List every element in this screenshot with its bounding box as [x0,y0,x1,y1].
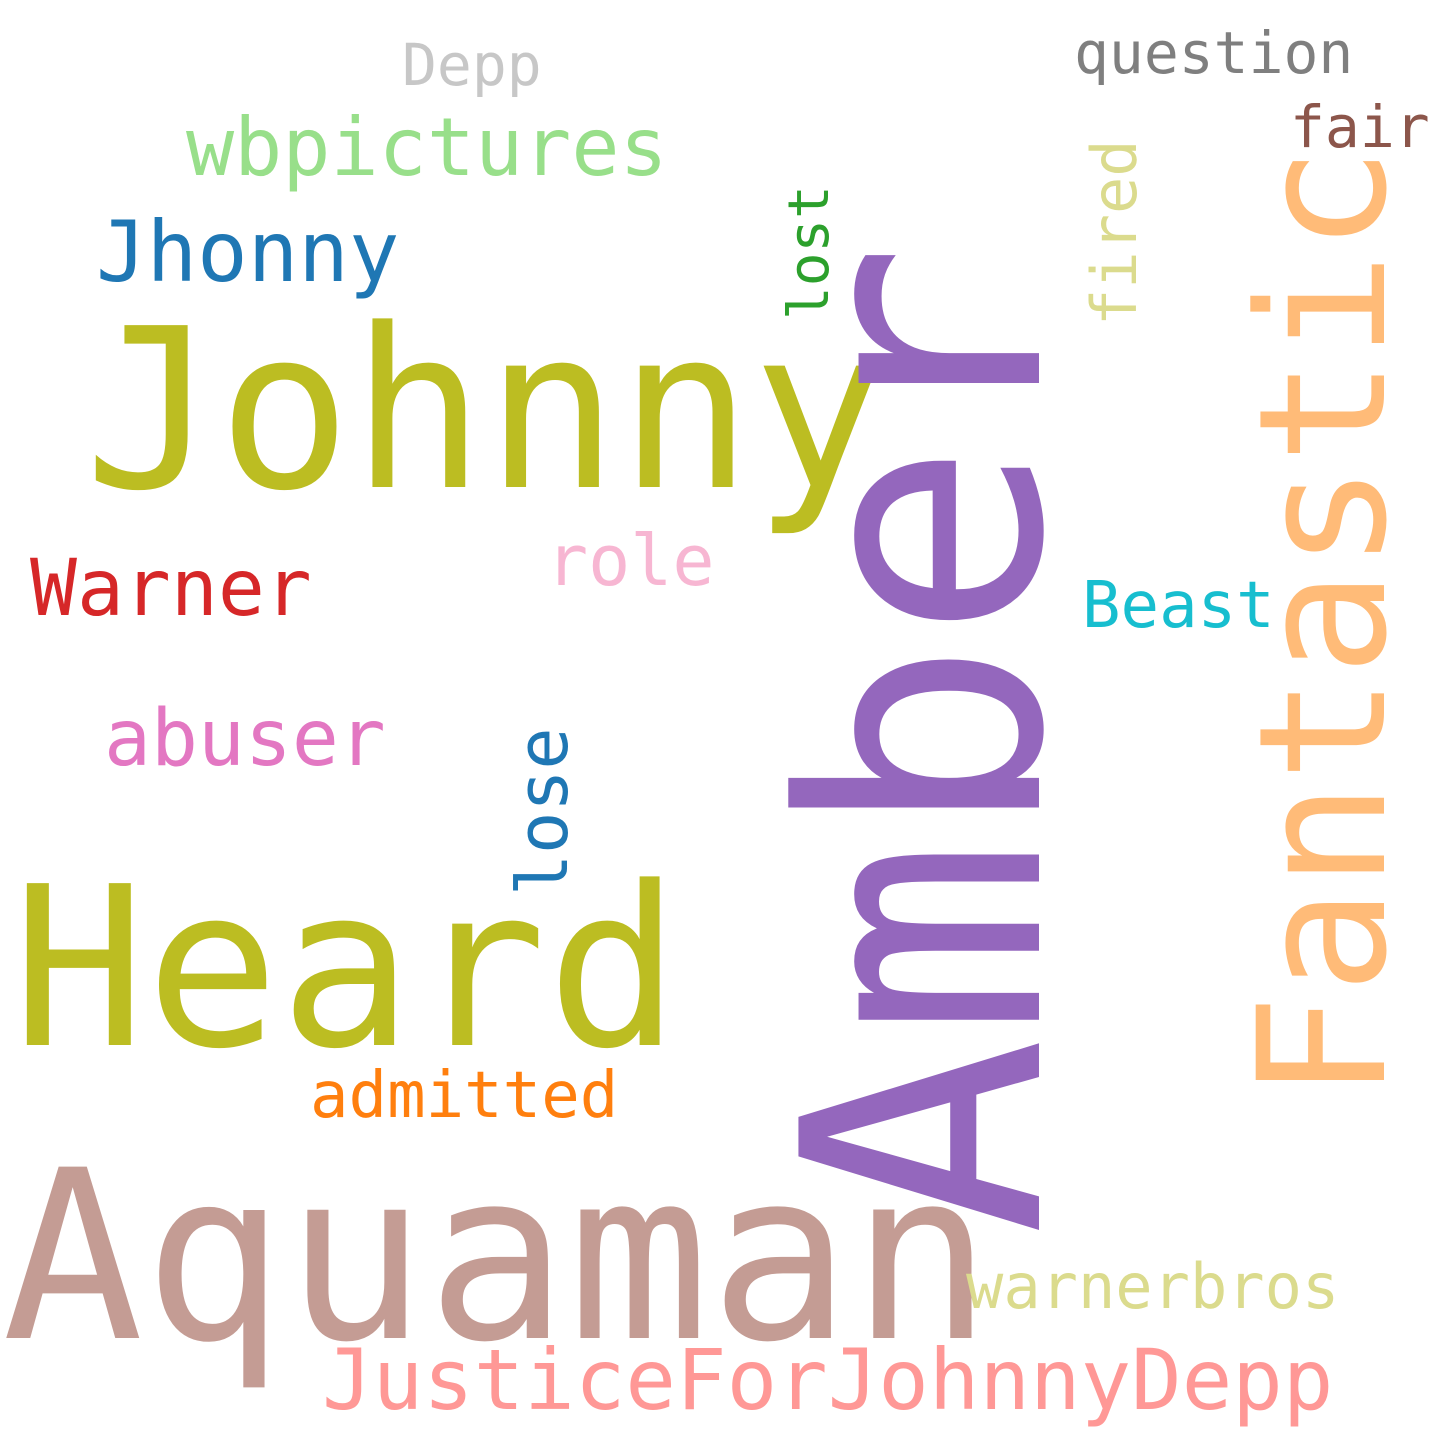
word-admitted: admitted [310,1059,619,1133]
word-lost: lost [777,185,842,320]
word-fantastic: Fantastic [1221,146,1426,1100]
word-jhonny: Jhonny [96,203,400,301]
word-wbpictures: wbpictures [186,101,668,194]
word-johnny: Johnny [84,282,886,540]
word-warnerbros: warnerbros [966,1250,1340,1323]
word-role: role [546,520,715,602]
word-beast: Beast [1082,569,1275,643]
word-lose: lose [502,727,584,896]
word-depp: Depp [402,31,542,99]
word-warner: Warner [30,544,312,634]
word-aquaman: Aquaman [2,1121,993,1394]
word-heard: Heard [12,840,681,1098]
word-fair: fair [1290,93,1430,161]
word-abuser: abuser [104,694,386,784]
word-justicefor-johnnydepp: JusticeForJohnnyDepp [322,1331,1334,1429]
word-amber: Amber [733,242,1117,1236]
word-question: question [1074,19,1354,87]
word-fired: fired [1078,139,1151,326]
